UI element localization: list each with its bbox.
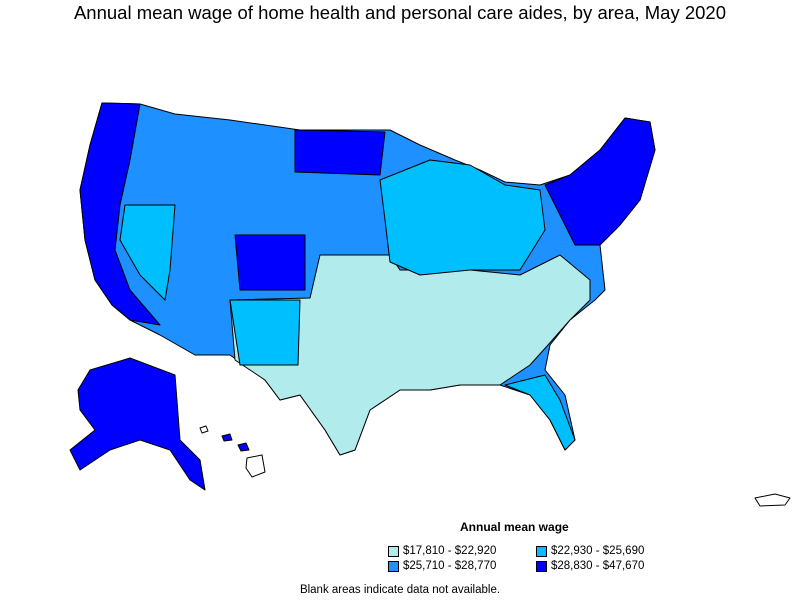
legend-item-1: $17,810 - $22,920 xyxy=(388,545,496,557)
midwest-region xyxy=(379,159,546,276)
west-coast-region xyxy=(79,102,161,326)
northeast-region xyxy=(544,117,656,246)
hawaii-maui xyxy=(237,442,250,452)
florida-region xyxy=(504,374,576,451)
legend-item-2: $22,930 - $25,690 xyxy=(536,545,644,557)
new-mexico-region xyxy=(229,299,301,366)
alaska xyxy=(69,357,206,491)
map-title: Annual mean wage of home health and pers… xyxy=(73,2,727,23)
legend-swatch-1 xyxy=(388,545,399,557)
north-dakota-region xyxy=(294,129,386,176)
legend-title: Annual mean wage xyxy=(460,520,569,534)
legend-item-3: $25,710 - $28,770 xyxy=(388,560,496,572)
nevada-region xyxy=(119,204,176,301)
hawaii-kauai xyxy=(199,425,209,434)
hawaii-big-island xyxy=(245,454,266,478)
puerto-rico xyxy=(754,493,791,507)
legend-label-4: $28,830 - $47,670 xyxy=(551,560,645,572)
legend-label-1: $17,810 - $22,920 xyxy=(403,545,497,557)
legend-label-3: $25,710 - $28,770 xyxy=(403,560,497,572)
legend-item-4: $28,830 - $47,670 xyxy=(536,560,644,572)
footnote: Blank areas indicate data not available. xyxy=(299,584,501,596)
legend-swatch-4 xyxy=(536,560,547,572)
legend-label-2: $22,930 - $25,690 xyxy=(551,545,645,557)
legend-swatch-2 xyxy=(536,545,547,557)
hawaii-oahu xyxy=(221,433,233,442)
colorado-region xyxy=(234,234,306,291)
legend-swatch-3 xyxy=(388,560,399,572)
